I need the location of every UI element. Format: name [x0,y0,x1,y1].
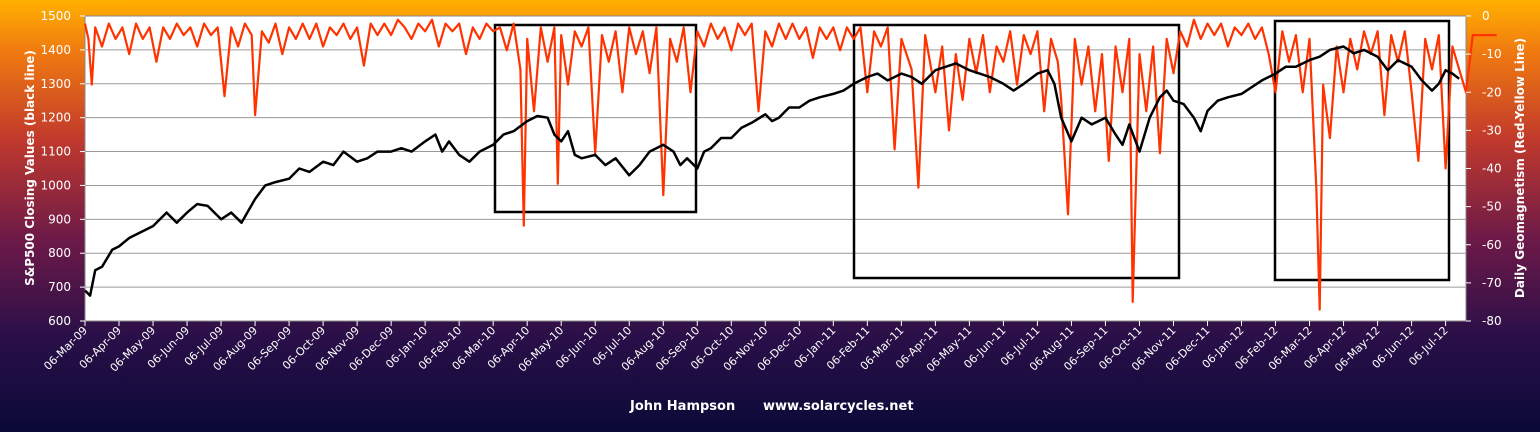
y2-tick-label: -40 [1482,162,1502,176]
series-layer [83,18,1497,311]
y-tick-label: 1200 [40,111,71,125]
credit-url: www.solarcycles.net [763,399,914,414]
y-tick-label: 800 [48,246,71,260]
y-tick-label: 1000 [40,178,71,192]
highlight-boxes [493,19,1451,282]
series-line-geomagnetism [83,18,1497,311]
y-tick-label: 1400 [40,43,71,57]
y2-tick-label: -30 [1482,123,1502,137]
gridlines [85,49,1466,288]
y-tick-label: 1300 [40,77,71,91]
plot-area [84,15,1467,322]
highlight-box-3 [1273,19,1451,282]
credit-author: John Hampson [629,399,735,414]
y-axis-title: S&P500 Closing Values (black line) [23,50,37,286]
y-tick-label: 900 [48,212,71,226]
y2-tick-label: -20 [1482,85,1502,99]
left-axis-ticks: 600 700 800 900 1000 1100 1200 1300 1400 1500 [40,9,85,328]
y2-axis-title: Daily Geomagnetism (Red-Yellow Line) [1513,38,1527,298]
series-line-sp500 [84,45,1460,297]
y-tick-label: 1500 [40,9,71,23]
y-tick-label: 1100 [40,145,71,159]
y2-tick-label: -50 [1482,200,1502,214]
right-axis-ticks: 0 -10 -20 -30 -40 -50 -60 -70 -80 [1466,9,1502,328]
y2-tick-label: -70 [1482,276,1502,290]
highlight-box-2 [852,23,1181,280]
y2-tick-label: 0 [1482,9,1490,23]
y2-tick-label: -60 [1482,238,1502,252]
y2-tick-label: -10 [1482,47,1502,61]
y2-tick-label: -80 [1482,314,1502,328]
highlight-box-1 [493,23,698,214]
y-tick-label: 700 [48,280,71,294]
y-tick-label: 600 [48,314,71,328]
